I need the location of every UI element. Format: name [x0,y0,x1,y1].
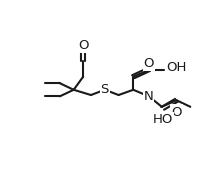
Text: O: O [78,39,89,52]
Text: N: N [144,90,153,103]
Text: O: O [171,106,182,118]
Text: HO: HO [153,113,173,126]
Text: O: O [144,57,154,70]
Text: OH: OH [166,61,186,74]
Text: S: S [101,83,109,96]
